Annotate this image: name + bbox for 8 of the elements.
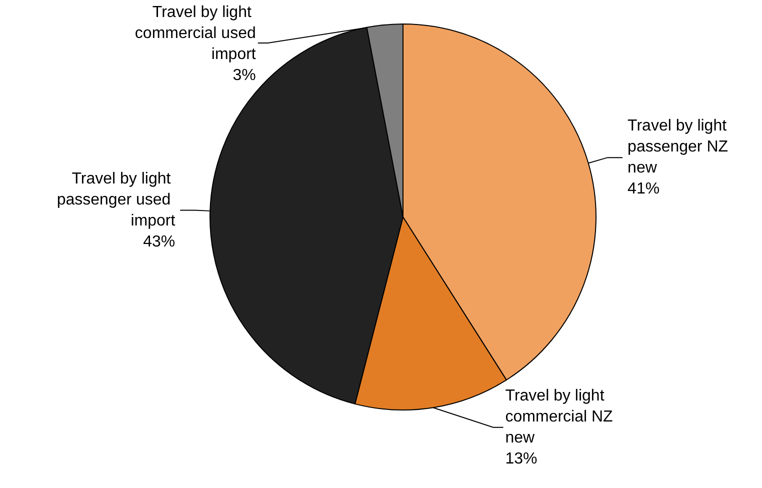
- data-label: 41%: [628, 180, 660, 198]
- slice-label: Travel by light passenger NZ new: [628, 118, 732, 177]
- data-label: 43%: [143, 233, 176, 250]
- slice-label: Travel by light commercial used import: [134, 4, 256, 63]
- slice-label: Travel by light passenger used import: [56, 170, 176, 230]
- data-label: 3%: [232, 67, 256, 84]
- data-label: 13%: [505, 450, 538, 468]
- slice-label: Travel by light commercial NZ new: [505, 387, 618, 446]
